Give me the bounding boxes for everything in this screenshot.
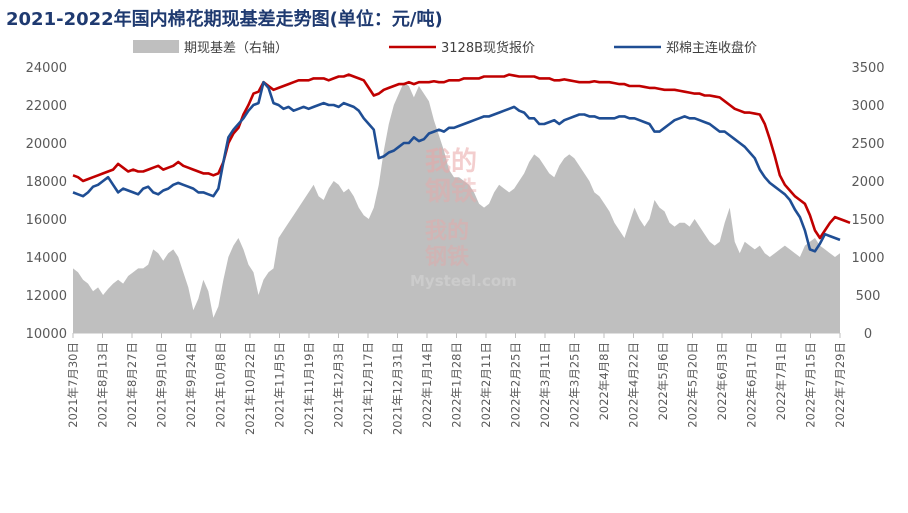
y-right-tick-label: 0 — [864, 327, 872, 342]
x-tick-label: 2021年9月10日 — [155, 342, 169, 428]
y-left-tick-label: 22000 — [26, 99, 67, 114]
y-right-tick-label: 1500 — [851, 213, 884, 228]
x-tick-label: 2022年7月1日 — [774, 342, 788, 420]
x-tick-label: 2022年2月11日 — [479, 342, 493, 428]
price-line-layer — [72, 73, 851, 253]
x-tick-label: 2021年12月3日 — [332, 342, 346, 428]
legend-label-basis: 期现基差（右轴） — [184, 41, 288, 56]
x-tick-label: 2022年7月29日 — [833, 342, 847, 428]
y-right-tick-label: 2500 — [851, 137, 884, 152]
x-tick-label: 2021年8月13日 — [96, 342, 110, 428]
x-tick-label: 2022年4月8日 — [597, 342, 611, 420]
y-right-tick-label: 3000 — [851, 99, 884, 114]
x-tick-label: 2022年3月11日 — [538, 342, 552, 428]
x-tick-label: 2021年7月30日 — [66, 342, 80, 428]
y-left-tick-label: 10000 — [26, 327, 67, 342]
x-tick-label: 2021年10月22日 — [243, 342, 257, 435]
y-right-tick-label: 500 — [856, 289, 881, 304]
x-tick-label: 2022年5月20日 — [686, 342, 700, 428]
x-tick-label: 2022年4月22日 — [627, 342, 641, 428]
y-left-tick-label: 24000 — [26, 61, 67, 76]
axis-layer: 1000012000140001600018000200002200024000… — [26, 61, 885, 435]
y-right-tick-label: 1000 — [851, 251, 884, 266]
legend-swatch-basis — [133, 40, 179, 53]
watermark: 我的 钢铁 我的 钢铁 Mysteel.com — [410, 146, 517, 290]
futures-price-line — [72, 80, 841, 253]
y-left-tick-label: 12000 — [26, 289, 67, 304]
x-tick-label: 2021年9月24日 — [184, 342, 198, 428]
y-left-tick-label: 16000 — [26, 213, 67, 228]
watermark-line4: 钢铁 — [425, 244, 469, 270]
x-tick-label: 2021年11月5日 — [273, 342, 287, 428]
y-left-tick-label: 18000 — [26, 175, 67, 190]
basis-area — [73, 82, 840, 333]
x-tick-label: 2021年12月31日 — [391, 342, 405, 435]
watermark-site: Mysteel.com — [410, 272, 517, 290]
x-tick-label: 2021年12月17日 — [361, 342, 375, 435]
x-tick-label: 2022年5月6日 — [656, 342, 670, 420]
legend-label-spot: 3128B现货报价 — [441, 40, 535, 56]
x-tick-label: 2022年2月25日 — [509, 342, 523, 428]
x-tick-label: 2022年6月3日 — [715, 342, 729, 420]
basis-area-layer — [73, 82, 840, 333]
x-tick-label: 2021年10月8日 — [214, 342, 228, 428]
x-tick-label: 2021年8月27日 — [125, 342, 139, 428]
y-right-tick-label: 3500 — [851, 61, 884, 76]
chart-title: 2021-2022年国内棉花期现基差走势图(单位：元/吨) — [6, 8, 443, 30]
y-left-tick-label: 14000 — [26, 251, 67, 266]
x-tick-label: 2021年11月19日 — [302, 342, 316, 435]
watermark-line2: 钢铁 — [425, 176, 477, 207]
x-tick-label: 2022年6月17日 — [745, 342, 759, 428]
legend-label-futures: 郑棉主连收盘价 — [666, 40, 757, 56]
x-tick-label: 2022年1月14日 — [420, 342, 434, 428]
y-left-tick-label: 20000 — [26, 137, 67, 152]
x-tick-label: 2022年7月15日 — [804, 342, 818, 428]
legend: 期现基差（右轴） 3128B现货报价 郑棉主连收盘价 — [133, 40, 757, 56]
watermark-line1: 我的 — [425, 146, 477, 177]
watermark-line3: 我的 — [425, 218, 469, 244]
spot-price-line — [72, 73, 851, 240]
y-right-tick-label: 2000 — [851, 175, 884, 190]
x-tick-label: 2022年3月25日 — [568, 342, 582, 428]
x-tick-label: 2022年1月28日 — [450, 342, 464, 428]
